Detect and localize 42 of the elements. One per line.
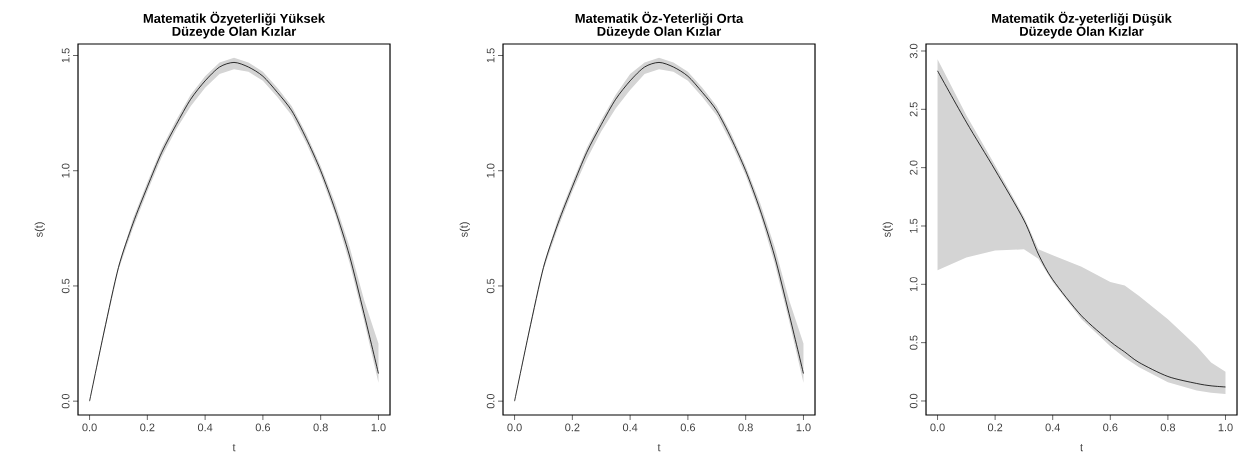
x-tick-label: 0.4	[1045, 423, 1060, 432]
chart-title: Matematik Özyeterliği Yüksek Düzeyde Olan Kızlar	[143, 11, 326, 39]
x-axis-title: t	[657, 444, 661, 452]
x-tick-label: 0.2	[987, 423, 1003, 432]
y-tick-label: 1.0	[486, 163, 495, 178]
y-tick-label: 1.5	[909, 218, 918, 233]
y-tick-label: 1.5	[61, 48, 70, 63]
x-tick-label: 1.0	[796, 423, 811, 432]
x-tick-label: 0.6	[1103, 423, 1118, 432]
x-axis-title: t	[232, 444, 236, 452]
chart-title: Matematik Öz-Yeterliği Orta Düzeyde Olan Kızlar	[575, 11, 744, 39]
y-tick-label: 0.0	[486, 393, 495, 409]
y-tick-label: 0.5	[486, 278, 495, 294]
x-tick-label: 0.6	[255, 423, 271, 432]
y-tick-label: 0.5	[909, 335, 918, 350]
x-tick-label: 0.4	[197, 423, 213, 432]
y-tick-label: 1.0	[909, 277, 918, 292]
x-tick-label: 0.8	[1160, 423, 1176, 432]
y-tick-label: 1.5	[486, 48, 495, 63]
x-tick-label: 0.8	[738, 423, 753, 432]
y-axis-title: s(t)	[882, 222, 893, 238]
y-tick-label: 2.5	[909, 102, 918, 117]
x-tick-label: 0.0	[930, 423, 945, 432]
x-tick-label: 0.0	[507, 423, 522, 432]
x-tick-label: 1.0	[371, 423, 386, 432]
y-tick-label: 0.5	[61, 278, 70, 294]
x-tick-label: 1.0	[1218, 423, 1233, 432]
y-tick-label: 0.0	[909, 393, 918, 409]
y-axis-title: s(t)	[459, 222, 470, 238]
y-tick-label: 2.0	[909, 160, 918, 175]
x-axis-title: t	[1080, 444, 1083, 452]
y-tick-label: 0.0	[61, 393, 70, 409]
x-tick-label: 0.8	[313, 423, 328, 432]
y-tick-label: 3.0	[909, 43, 918, 59]
x-tick-label: 0.4	[622, 423, 638, 432]
x-tick-label: 0.2	[565, 423, 580, 432]
x-tick-label: 0.6	[680, 423, 696, 432]
y-axis-title: s(t)	[34, 222, 45, 238]
x-tick-label: 0.2	[140, 423, 155, 432]
chart-title: Matematik Öz-yeterliği Düşük Düzeyde Olan Kızlar	[992, 11, 1172, 39]
x-tick-label: 0.0	[82, 423, 97, 432]
y-tick-label: 1.0	[61, 163, 70, 178]
